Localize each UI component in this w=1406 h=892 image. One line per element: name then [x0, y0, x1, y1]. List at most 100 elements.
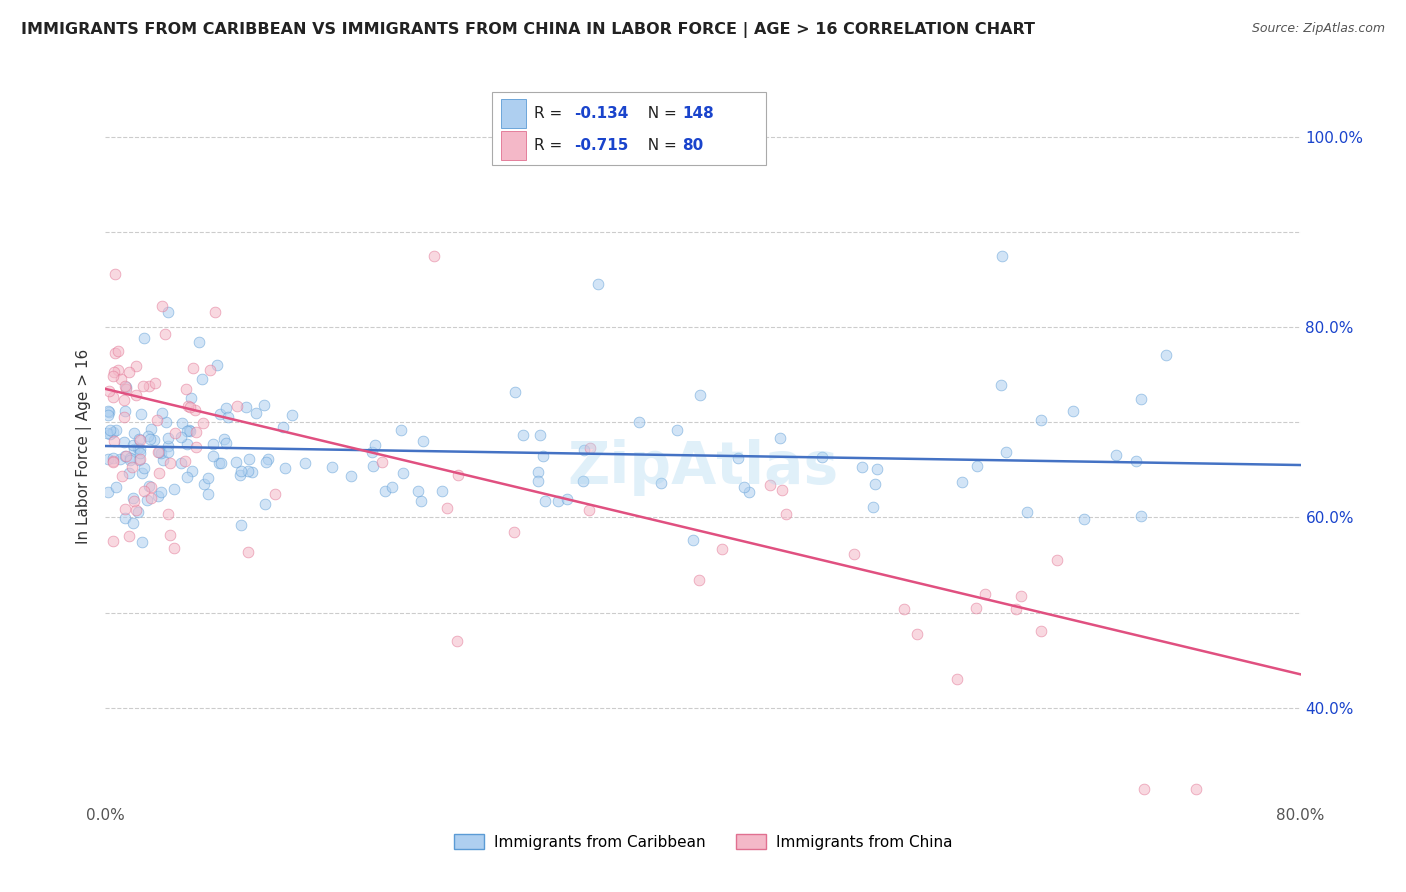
Point — [1132, 781, 1154, 796]
Point — [136, 492, 159, 507]
Point — [105, 480, 128, 494]
Point — [1017, 505, 1039, 519]
Point — [146, 412, 169, 426]
Point — [118, 365, 141, 379]
Point — [186, 425, 208, 439]
Point — [374, 484, 396, 499]
Point — [101, 425, 124, 439]
Point — [132, 461, 155, 475]
Point — [392, 467, 415, 481]
Point — [159, 456, 181, 470]
Point — [990, 377, 1012, 392]
Point — [197, 487, 219, 501]
Point — [1073, 512, 1095, 526]
Point — [321, 459, 343, 474]
Point — [125, 388, 148, 402]
Point — [682, 533, 704, 548]
Point — [650, 475, 672, 490]
Point — [97, 403, 120, 417]
Point — [184, 440, 207, 454]
Point — [139, 432, 162, 446]
Point — [193, 417, 215, 431]
Point — [129, 445, 152, 459]
Point — [238, 464, 260, 478]
Point — [104, 268, 127, 282]
Point — [759, 477, 782, 491]
Point — [1062, 404, 1084, 418]
Point — [114, 511, 136, 525]
Point — [512, 428, 534, 442]
Point — [770, 483, 793, 497]
Point — [209, 456, 232, 470]
Point — [101, 369, 124, 384]
Point — [201, 449, 224, 463]
Point — [149, 446, 172, 460]
Point — [229, 518, 252, 533]
Point — [163, 482, 186, 496]
Point — [107, 362, 129, 376]
Point — [775, 508, 797, 522]
Point — [1029, 413, 1052, 427]
Point — [505, 384, 527, 399]
Point — [112, 435, 135, 450]
Point — [103, 454, 125, 468]
Point — [156, 431, 179, 445]
Text: 80: 80 — [682, 138, 703, 153]
Point — [103, 534, 125, 549]
Point — [188, 335, 211, 350]
Point — [212, 432, 235, 446]
Point — [104, 346, 127, 360]
Point — [131, 466, 153, 480]
Point — [197, 471, 219, 485]
Point — [122, 491, 145, 505]
Point — [245, 406, 267, 420]
Point — [114, 380, 136, 394]
Point — [208, 456, 231, 470]
Point — [157, 305, 180, 319]
Point — [574, 443, 596, 458]
Point — [181, 464, 204, 478]
Point — [159, 528, 181, 542]
Legend: Immigrants from Caribbean, Immigrants from China: Immigrants from Caribbean, Immigrants fr… — [449, 828, 957, 855]
Point — [406, 484, 429, 499]
Point — [193, 477, 215, 491]
Point — [141, 480, 163, 494]
Point — [114, 410, 136, 425]
Point — [118, 450, 141, 465]
Point — [361, 445, 384, 459]
Point — [115, 382, 138, 396]
Point — [176, 424, 198, 438]
Point — [115, 450, 138, 464]
Point — [240, 466, 263, 480]
Point — [1185, 781, 1208, 796]
Point — [128, 434, 150, 448]
Text: R =: R = — [534, 138, 568, 153]
Point — [146, 445, 169, 459]
Point — [1156, 348, 1178, 362]
Point — [163, 541, 186, 556]
Point — [689, 388, 711, 402]
Point — [127, 505, 149, 519]
Point — [155, 415, 177, 429]
Point — [97, 451, 120, 466]
Point — [179, 424, 201, 438]
Text: -0.134: -0.134 — [574, 106, 628, 120]
Point — [945, 672, 967, 686]
Point — [529, 428, 551, 442]
Point — [588, 277, 610, 292]
Point — [1010, 589, 1032, 603]
Point — [97, 384, 120, 398]
Point — [120, 453, 142, 467]
Point — [150, 299, 173, 313]
Point — [138, 479, 160, 493]
Point — [412, 434, 434, 449]
Point — [124, 503, 146, 517]
Point — [190, 371, 212, 385]
Point — [229, 464, 252, 478]
Point — [107, 343, 129, 358]
Point — [264, 486, 287, 500]
Point — [1129, 508, 1152, 523]
Point — [176, 437, 198, 451]
Point — [436, 501, 458, 516]
Point — [578, 503, 600, 517]
